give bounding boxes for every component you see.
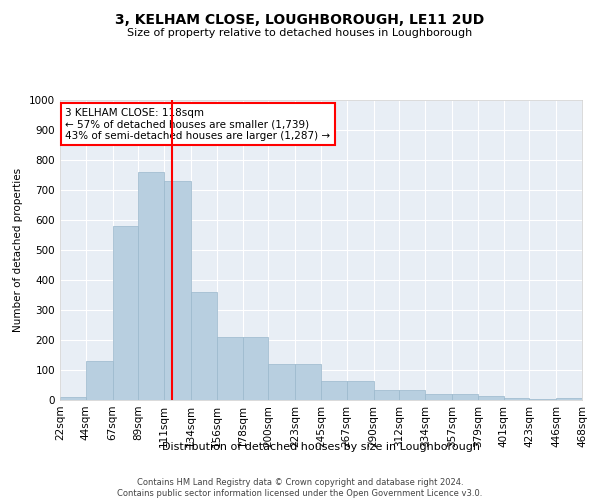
Bar: [347, 380, 374, 400]
Text: Distribution of detached houses by size in Loughborough: Distribution of detached houses by size …: [162, 442, 480, 452]
Bar: [452, 394, 478, 400]
Text: 3, KELHAM CLOSE, LOUGHBOROUGH, LE11 2UD: 3, KELHAM CLOSE, LOUGHBOROUGH, LE11 2UD: [115, 12, 485, 26]
Bar: [400, 390, 425, 400]
Bar: [503, 398, 529, 400]
Bar: [556, 398, 582, 400]
Bar: [295, 364, 321, 400]
Bar: [217, 337, 242, 400]
Bar: [86, 361, 113, 400]
Bar: [164, 181, 191, 400]
Bar: [425, 394, 452, 400]
Bar: [139, 172, 164, 400]
Bar: [191, 292, 217, 400]
Bar: [242, 337, 268, 400]
Bar: [113, 226, 139, 400]
Text: 3 KELHAM CLOSE: 118sqm
← 57% of detached houses are smaller (1,739)
43% of semi-: 3 KELHAM CLOSE: 118sqm ← 57% of detached…: [65, 108, 331, 140]
Bar: [60, 397, 86, 400]
Text: Contains HM Land Registry data © Crown copyright and database right 2024.
Contai: Contains HM Land Registry data © Crown c…: [118, 478, 482, 498]
Bar: [478, 396, 503, 400]
Bar: [268, 364, 295, 400]
Bar: [321, 380, 347, 400]
Bar: [374, 390, 400, 400]
Y-axis label: Number of detached properties: Number of detached properties: [13, 168, 23, 332]
Text: Size of property relative to detached houses in Loughborough: Size of property relative to detached ho…: [127, 28, 473, 38]
